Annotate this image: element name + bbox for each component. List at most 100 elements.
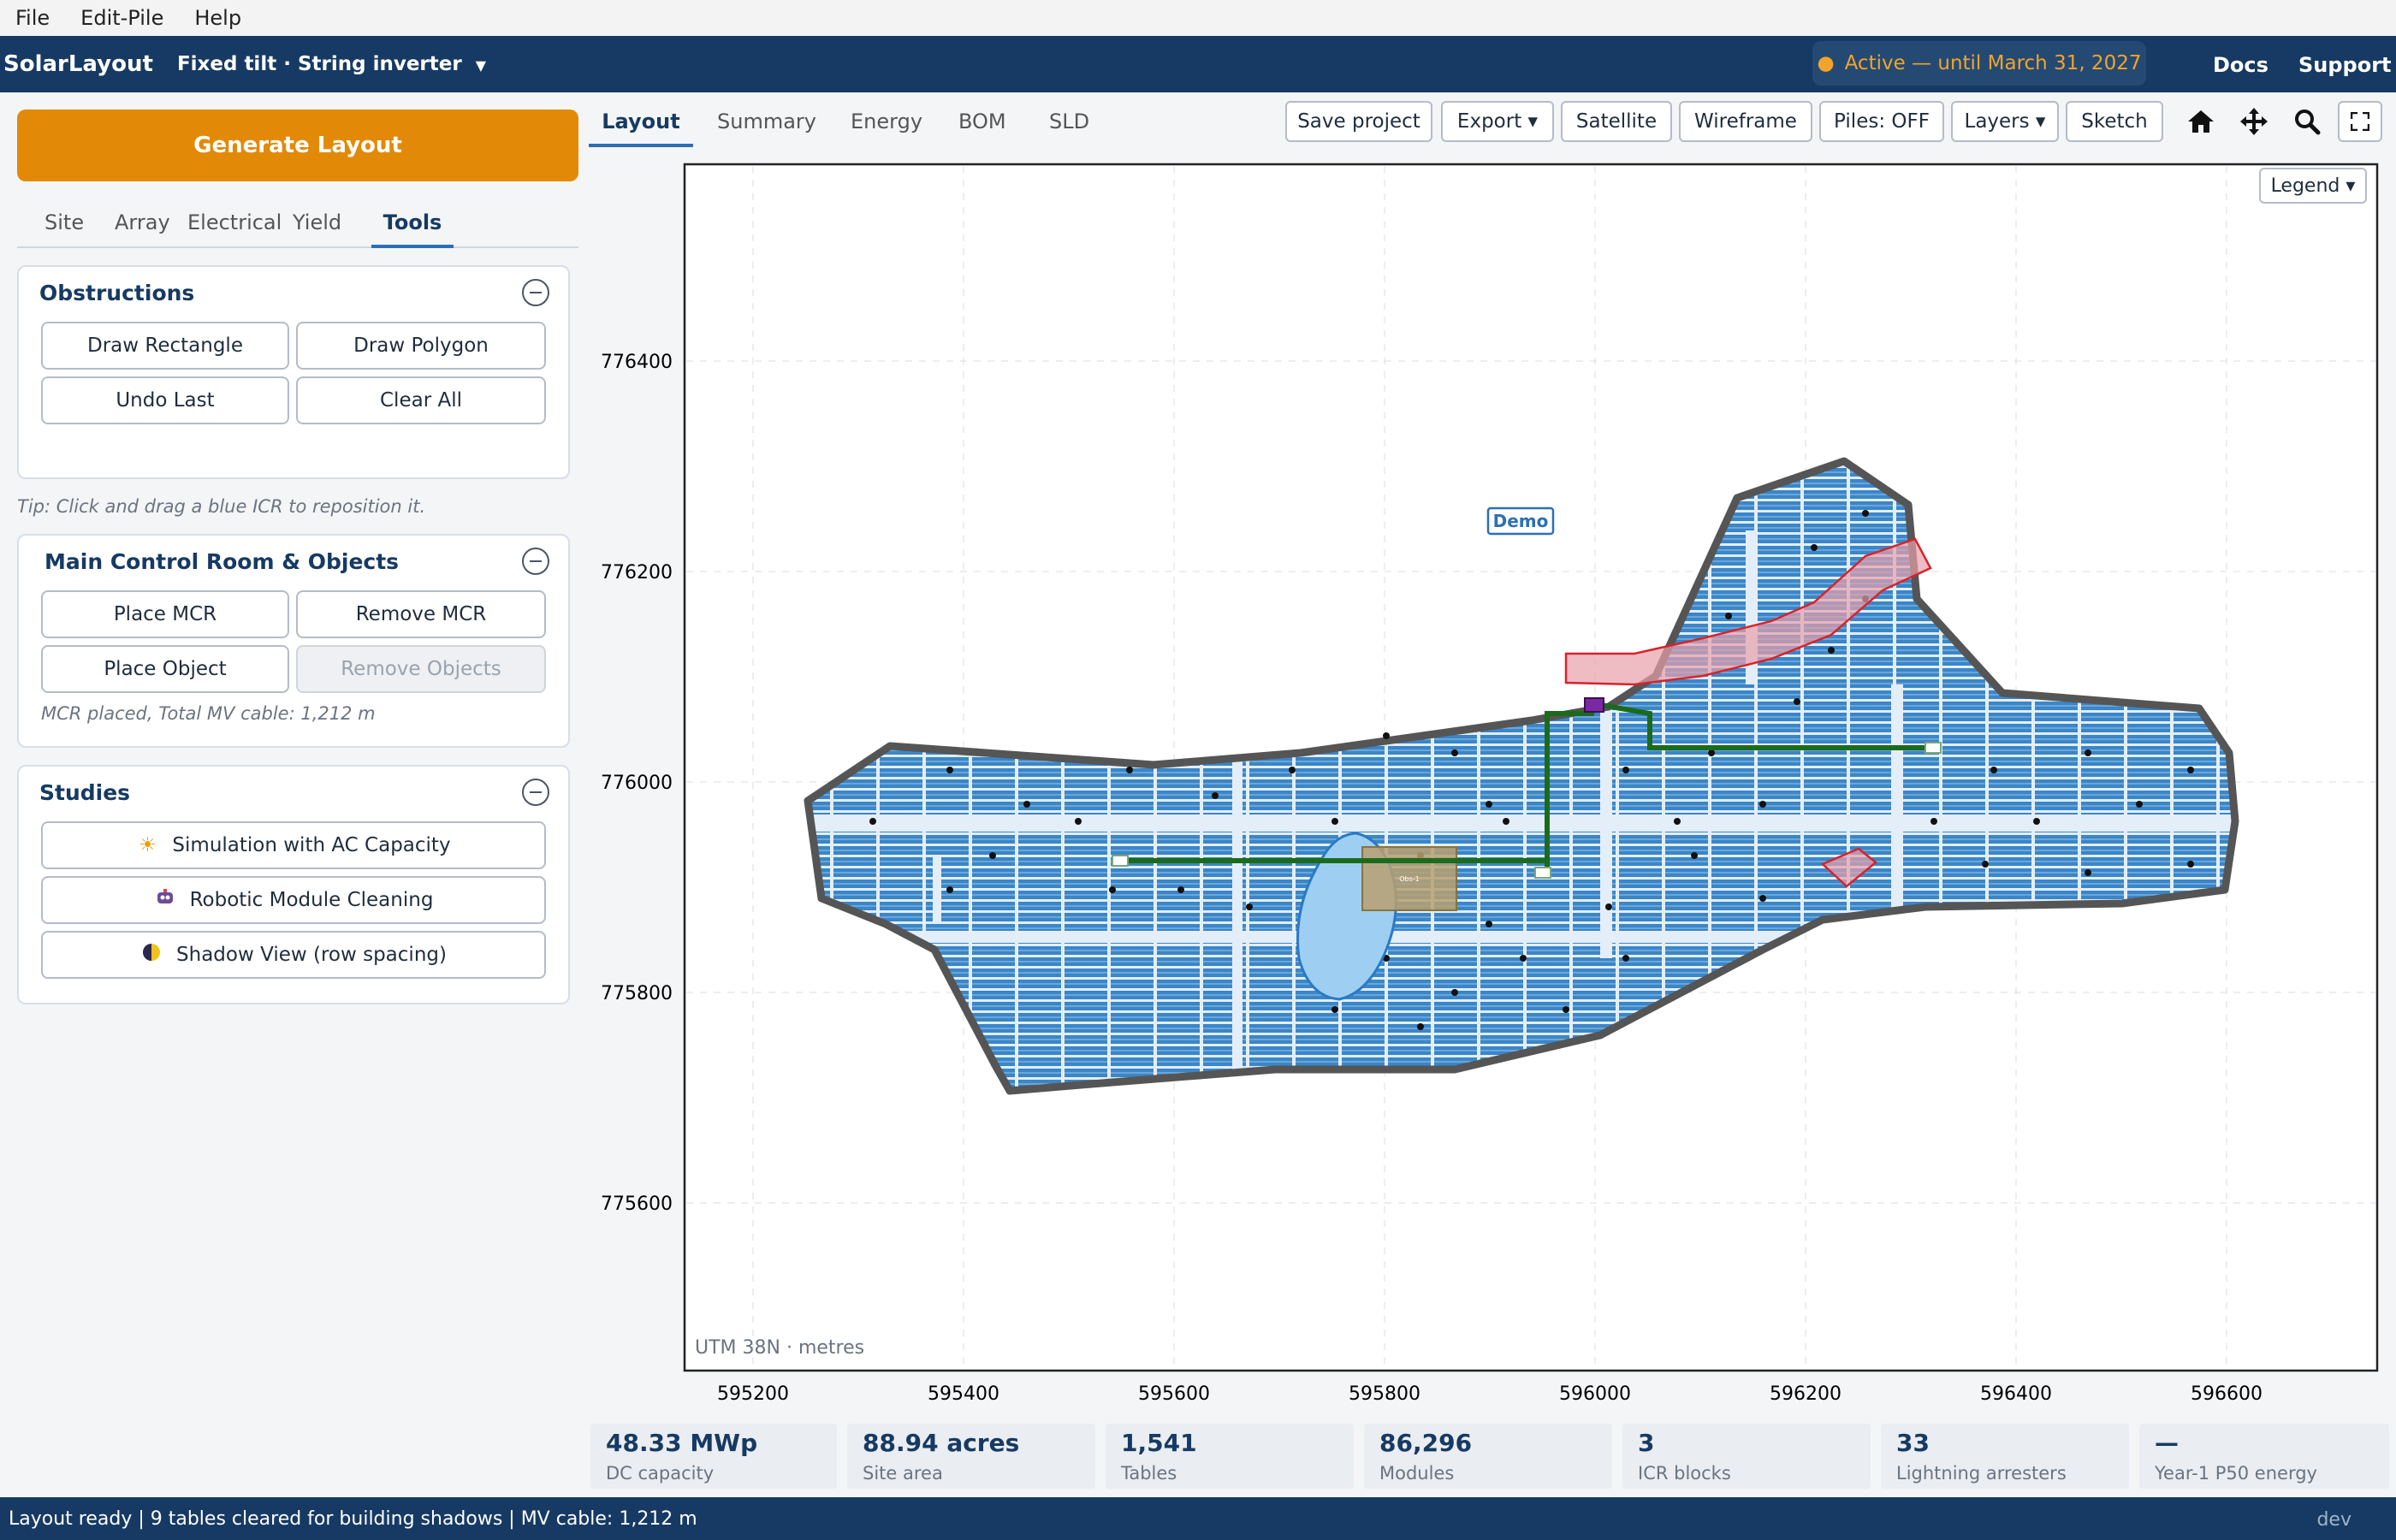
- stat-dc-capacity: 48.33 MWp DC capacity: [590, 1424, 837, 1489]
- pile-marker: [1212, 792, 1219, 799]
- pile-marker: [989, 852, 996, 859]
- tab-layout[interactable]: Layout: [589, 110, 693, 147]
- tab-bom[interactable]: BOM: [958, 110, 1006, 133]
- tab-sld[interactable]: SLD: [1049, 110, 1090, 133]
- icr-marker[interactable]: [1534, 867, 1551, 879]
- pile-marker: [946, 886, 953, 893]
- remove-mcr-button[interactable]: Remove MCR: [296, 590, 546, 638]
- piles-toggle-button[interactable]: Piles: OFF: [1819, 101, 1944, 142]
- pan-icon[interactable]: [2232, 101, 2276, 142]
- pile-marker: [1023, 801, 1030, 808]
- stat-label: Tables: [1121, 1463, 1177, 1484]
- wireframe-button[interactable]: Wireframe: [1679, 101, 1812, 142]
- pile-marker: [2085, 869, 2091, 876]
- map-canvas[interactable]: 595200 595400 595600 595800 596000 596200 5964…: [587, 157, 2396, 1407]
- stat-value: 1,541: [1121, 1429, 1197, 1457]
- draw-rectangle-button[interactable]: Draw Rectangle: [41, 322, 289, 370]
- pile-marker: [2033, 818, 2040, 825]
- pile-marker: [1811, 544, 1818, 551]
- stat-label: ICR blocks: [1638, 1463, 1731, 1484]
- fullscreen-icon[interactable]: [2338, 101, 2382, 142]
- place-object-button[interactable]: Place Object: [41, 645, 289, 693]
- export-button[interactable]: Export ▾: [1441, 101, 1554, 142]
- docs-link[interactable]: Docs: [2213, 53, 2268, 77]
- placed-object[interactable]: [1361, 846, 1457, 911]
- menu-edit-pile[interactable]: Edit-Pile: [80, 6, 164, 30]
- shadow-view-button[interactable]: Shadow View (row spacing): [41, 931, 546, 979]
- status-message: Layout ready | 9 tables cleared for buil…: [9, 1507, 697, 1530]
- pile-marker: [1622, 767, 1629, 773]
- stat-year1-energy: — Year-1 P50 energy: [2139, 1424, 2389, 1489]
- x-tick-label: 595600: [1138, 1383, 1210, 1405]
- pile-marker: [2136, 801, 2143, 808]
- brand-title: SolarLayout: [3, 51, 153, 77]
- pile-marker: [1331, 1006, 1338, 1013]
- collapse-icon[interactable]: [522, 779, 549, 806]
- stat-label: DC capacity: [606, 1463, 715, 1484]
- satellite-button[interactable]: Satellite: [1561, 101, 1672, 142]
- grid-lines: [686, 166, 2375, 1369]
- place-mcr-button[interactable]: Place MCR: [41, 590, 289, 638]
- studies-card: Studies ☀ Simulation with AC Capacity Ro…: [17, 765, 570, 1004]
- clear-all-button[interactable]: Clear All: [296, 376, 546, 424]
- y-tick-label: 775800: [601, 983, 673, 1004]
- zoom-icon[interactable]: [2285, 101, 2329, 142]
- tip-text: Tip: Click and drag a blue ICR to reposi…: [17, 496, 426, 517]
- menu-file[interactable]: File: [15, 6, 50, 30]
- tab-summary[interactable]: Summary: [717, 110, 816, 133]
- save-project-button[interactable]: Save project: [1285, 101, 1432, 142]
- stat-label: Modules: [1379, 1463, 1455, 1484]
- tab-electrical[interactable]: Electrical: [187, 210, 282, 234]
- tab-yield[interactable]: Yield: [293, 210, 342, 234]
- license-text: Active — until March 31, 2027: [1844, 52, 2142, 74]
- pile-marker: [1605, 903, 1612, 910]
- pile-marker: [1486, 921, 1492, 927]
- undo-last-button[interactable]: Undo Last: [41, 376, 289, 424]
- layers-button[interactable]: Layers ▾: [1951, 101, 2059, 142]
- pile-marker: [2187, 861, 2194, 868]
- exclusion-zone-north: [1564, 537, 1932, 686]
- icr-marker[interactable]: [1112, 855, 1129, 867]
- license-badge: ● Active — until March 31, 2027: [1812, 41, 2146, 86]
- object-label: Obs-1: [1399, 875, 1420, 883]
- draw-polygon-button[interactable]: Draw Polygon: [296, 322, 546, 370]
- sidebar: Generate Layout Site Array Electrical Yi…: [0, 92, 587, 1497]
- tab-energy[interactable]: Energy: [851, 110, 923, 133]
- pile-marker: [1725, 613, 1732, 619]
- status-dot-icon: ●: [1817, 52, 1835, 74]
- sketch-button[interactable]: Sketch: [2066, 101, 2163, 142]
- icr-marker[interactable]: [1925, 742, 1942, 754]
- tab-tools[interactable]: Tools: [371, 210, 454, 248]
- stat-label: Year-1 P50 energy: [2155, 1463, 2317, 1484]
- legend-button[interactable]: Legend ▾: [2259, 168, 2367, 204]
- stat-value: 48.33 MWp: [606, 1429, 758, 1457]
- y-tick-label: 775600: [601, 1194, 673, 1215]
- home-icon[interactable]: [2179, 101, 2223, 142]
- robotic-cleaning-button[interactable]: Robotic Module Cleaning: [41, 876, 546, 924]
- stat-value: —: [2155, 1429, 2179, 1457]
- pile-marker: [1520, 955, 1527, 962]
- studies-title: Studies: [39, 780, 131, 805]
- menu-help[interactable]: Help: [194, 6, 242, 30]
- pile-marker: [1708, 749, 1715, 756]
- collapse-icon[interactable]: [522, 279, 549, 306]
- env-badge: dev: [2316, 1509, 2352, 1531]
- pile-marker: [1246, 903, 1253, 910]
- remove-objects-button[interactable]: Remove Objects: [296, 645, 546, 693]
- simulation-ac-button[interactable]: ☀ Simulation with AC Capacity: [41, 821, 546, 869]
- app-header: SolarLayout Fixed tilt · String inverter…: [0, 36, 2396, 92]
- mcr-title: Main Control Room & Objects: [44, 549, 400, 574]
- mcr-marker[interactable]: [1584, 697, 1604, 713]
- x-tick-label: 596600: [2191, 1383, 2263, 1405]
- support-link[interactable]: Support: [2298, 53, 2392, 77]
- generate-layout-button[interactable]: Generate Layout: [17, 110, 578, 181]
- tab-array[interactable]: Array: [115, 210, 170, 234]
- stat-value: 88.94 acres: [863, 1429, 1020, 1457]
- collapse-icon[interactable]: [522, 548, 549, 575]
- pile-marker: [1503, 818, 1509, 825]
- tab-site[interactable]: Site: [44, 210, 85, 234]
- pile-marker: [1417, 1023, 1424, 1030]
- mode-selector[interactable]: Fixed tilt · String inverter ▼: [177, 53, 486, 75]
- map-svg[interactable]: 595200 595400 595600 595800 596000 596200 5964…: [587, 157, 2396, 1407]
- pile-marker: [1622, 955, 1629, 962]
